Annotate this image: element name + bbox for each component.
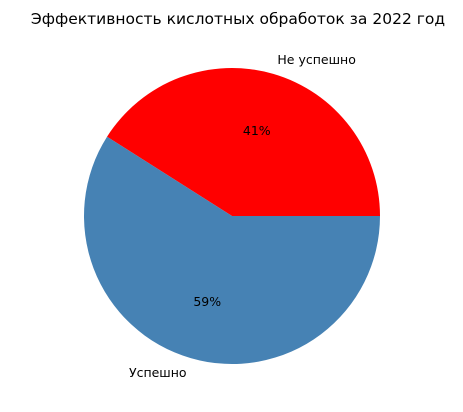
pie-percent-label-1: 41% [243, 123, 271, 138]
pie-slice-1 [107, 68, 381, 217]
pie-slices [83, 68, 381, 364]
pie-labels: 41% Не успешно 59% Успешно [129, 52, 356, 380]
pie-category-label-2: Успешно [129, 365, 187, 380]
pie-slice-2 [83, 136, 380, 364]
pie-category-label-1: Не успешно [277, 52, 355, 67]
chart-title: Эффективность кислотных обработок за 202… [31, 10, 445, 28]
pie-percent-label-2: 59% [193, 294, 221, 309]
